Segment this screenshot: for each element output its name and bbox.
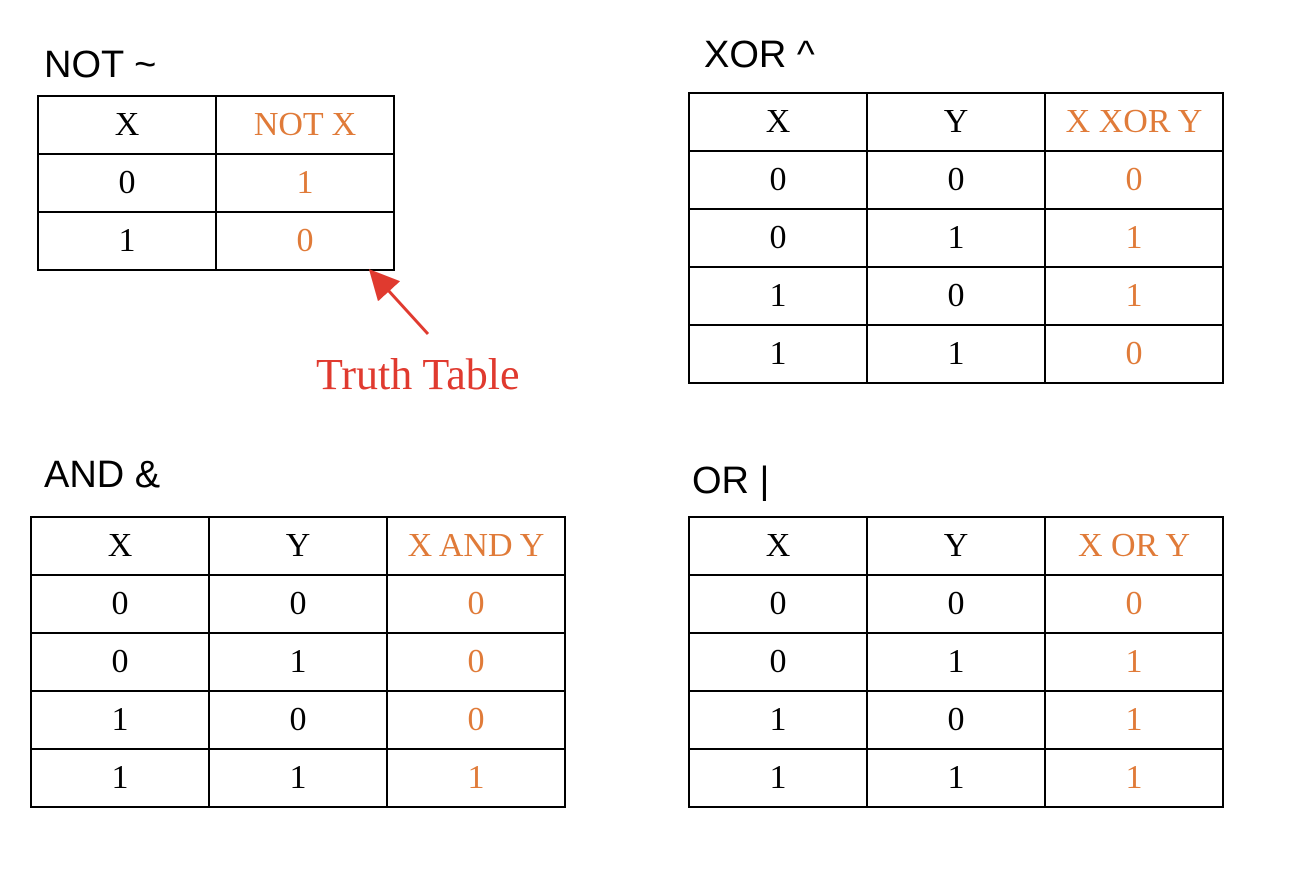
header-cell: X <box>688 92 868 152</box>
cell-x: 1 <box>688 748 868 808</box>
cell-output: 1 <box>1044 632 1224 692</box>
not-table-title: NOT ~ <box>44 44 157 86</box>
cell-output: 1 <box>215 153 395 213</box>
cell-output: 0 <box>1044 150 1224 210</box>
cell-y: 0 <box>866 574 1046 634</box>
table-row: 0 1 1 <box>688 208 1224 268</box>
table-header-row: X NOT X <box>37 95 395 155</box>
cell-output: 1 <box>1044 690 1224 750</box>
cell-output: 1 <box>1044 748 1224 808</box>
header-cell-output: X OR Y <box>1044 516 1224 576</box>
not-truth-table: X NOT X 0 1 1 0 <box>37 95 395 271</box>
table-row: 0 0 0 <box>688 150 1224 210</box>
table-row: 0 1 1 <box>688 632 1224 692</box>
table-row: 1 1 1 <box>688 748 1224 808</box>
xor-table-title: XOR ^ <box>704 34 815 76</box>
header-cell: Y <box>208 516 388 576</box>
cell-y: 1 <box>866 632 1046 692</box>
cell-output: 1 <box>1044 208 1224 268</box>
cell-x: 1 <box>30 690 210 750</box>
cell-output: 1 <box>386 748 566 808</box>
and-table-title: AND & <box>44 454 161 496</box>
header-cell-output: X XOR Y <box>1044 92 1224 152</box>
table-row: 1 0 1 <box>688 266 1224 326</box>
cell-x: 0 <box>688 632 868 692</box>
cell-x: 0 <box>37 153 217 213</box>
table-header-row: X Y X OR Y <box>688 516 1224 576</box>
table-row: 1 0 <box>37 211 395 271</box>
cell-x: 1 <box>688 324 868 384</box>
table-row: 1 1 1 <box>30 748 566 808</box>
header-cell: Y <box>866 516 1046 576</box>
header-cell-output: X AND Y <box>386 516 566 576</box>
header-cell: X <box>688 516 868 576</box>
cell-x: 1 <box>688 266 868 326</box>
cell-x: 1 <box>688 690 868 750</box>
cell-y: 1 <box>866 208 1046 268</box>
cell-y: 1 <box>866 748 1046 808</box>
or-truth-table: X Y X OR Y 0 0 0 0 1 1 1 0 1 1 1 1 <box>688 516 1224 808</box>
cell-x: 0 <box>30 574 210 634</box>
cell-output: 1 <box>1044 266 1224 326</box>
header-cell: X <box>30 516 210 576</box>
cell-x: 0 <box>688 150 868 210</box>
cell-y: 1 <box>208 632 388 692</box>
table-row: 0 0 0 <box>688 574 1224 634</box>
cell-output: 0 <box>215 211 395 271</box>
cell-x: 1 <box>37 211 217 271</box>
header-cell: Y <box>866 92 1046 152</box>
table-row: 0 1 0 <box>30 632 566 692</box>
cell-output: 0 <box>386 574 566 634</box>
table-row: 1 1 0 <box>688 324 1224 384</box>
table-row: 1 0 1 <box>688 690 1224 750</box>
cell-y: 0 <box>866 150 1046 210</box>
cell-y: 1 <box>866 324 1046 384</box>
cell-x: 0 <box>688 208 868 268</box>
cell-y: 0 <box>866 690 1046 750</box>
cell-y: 0 <box>866 266 1046 326</box>
and-truth-table: X Y X AND Y 0 0 0 0 1 0 1 0 0 1 1 1 <box>30 516 566 808</box>
cell-output: 0 <box>386 632 566 692</box>
cell-x: 0 <box>688 574 868 634</box>
table-header-row: X Y X XOR Y <box>688 92 1224 152</box>
cell-y: 1 <box>208 748 388 808</box>
cell-y: 0 <box>208 574 388 634</box>
cell-output: 0 <box>1044 574 1224 634</box>
header-cell-output: NOT X <box>215 95 395 155</box>
truth-table-annotation: Truth Table <box>316 350 520 399</box>
cell-x: 0 <box>30 632 210 692</box>
xor-truth-table: X Y X XOR Y 0 0 0 0 1 1 1 0 1 1 1 0 <box>688 92 1224 384</box>
cell-output: 0 <box>386 690 566 750</box>
cell-x: 1 <box>30 748 210 808</box>
header-cell: X <box>37 95 217 155</box>
cell-output: 0 <box>1044 324 1224 384</box>
or-table-title: OR | <box>692 460 770 502</box>
table-row: 1 0 0 <box>30 690 566 750</box>
cell-y: 0 <box>208 690 388 750</box>
table-header-row: X Y X AND Y <box>30 516 566 576</box>
table-row: 0 0 0 <box>30 574 566 634</box>
table-row: 0 1 <box>37 153 395 213</box>
